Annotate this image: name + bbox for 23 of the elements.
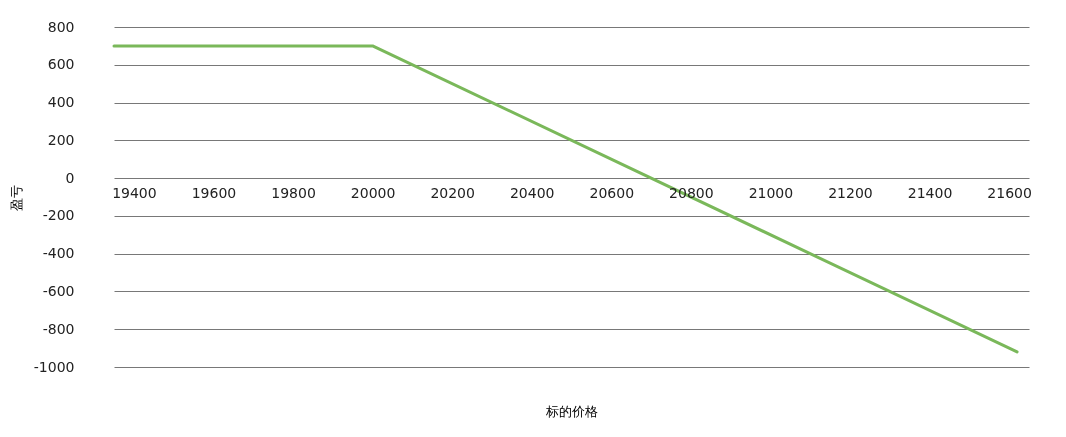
y-tick-label: 600 bbox=[47, 56, 75, 73]
y-tick-label: -600 bbox=[42, 282, 75, 299]
x-tick-label: 20200 bbox=[430, 184, 475, 201]
x-tick-label: 20000 bbox=[350, 184, 396, 201]
y-tick-label: -800 bbox=[42, 320, 75, 337]
x-tick-label: 19400 bbox=[112, 184, 157, 201]
y-tick-label: -400 bbox=[42, 245, 75, 262]
y-axis-title: 盈亏 bbox=[8, 184, 24, 211]
x-axis-title: 标的价格 bbox=[545, 403, 598, 419]
x-tick-label: 21200 bbox=[828, 184, 873, 201]
x-tick-label: 20600 bbox=[589, 184, 635, 201]
x-tick-label: 21400 bbox=[907, 184, 953, 201]
y-tick-label: 800 bbox=[47, 18, 75, 35]
y-tick-label: 0 bbox=[65, 169, 75, 186]
x-tick-label: 19800 bbox=[271, 184, 316, 201]
y-tick-label: -200 bbox=[42, 207, 75, 224]
x-tick-label: 19600 bbox=[191, 184, 237, 201]
y-tick-label: 400 bbox=[47, 94, 75, 111]
y-tick-label: 200 bbox=[47, 131, 75, 148]
y-tick-label: -1000 bbox=[33, 358, 75, 375]
x-tick-label: 21000 bbox=[748, 184, 794, 201]
x-tick-label: 21600 bbox=[987, 184, 1032, 201]
x-tick-label: 20400 bbox=[509, 184, 555, 201]
